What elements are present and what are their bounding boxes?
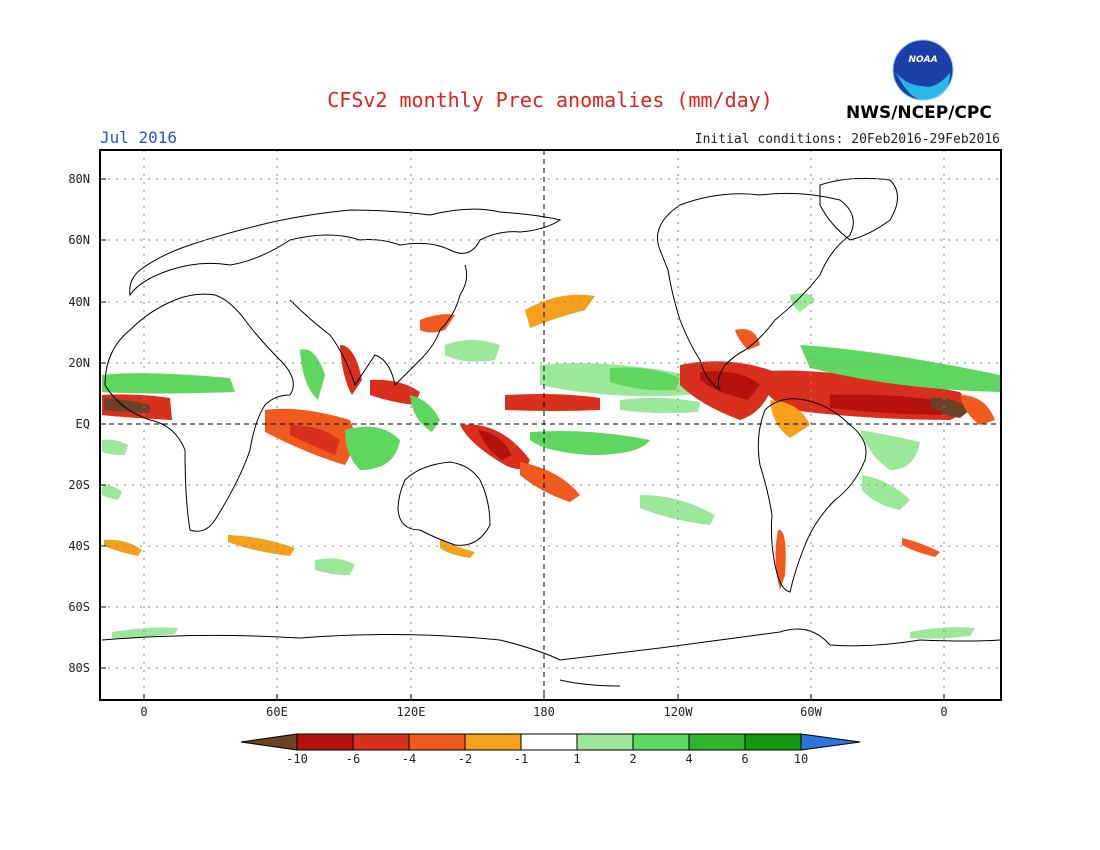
agency-label: NWS/NCEP/CPC (846, 103, 992, 123)
lat-label: 20N (68, 356, 90, 370)
colorbar-swatch-5 (520, 733, 578, 751)
anomaly-blob (830, 394, 960, 415)
lon-label: 60E (266, 705, 288, 719)
anomaly-blob (315, 558, 355, 575)
colorbar (240, 733, 861, 751)
anomaly-blob (902, 538, 940, 557)
lon-label: 120W (663, 705, 693, 719)
colorbar-swatch-6 (576, 733, 634, 751)
lat-label: 40S (68, 539, 90, 553)
colorbar-swatch-3 (408, 733, 466, 751)
colorbar-swatch-4 (464, 733, 522, 751)
colorbar-swatch-8 (688, 733, 746, 751)
lat-label: 80S (68, 661, 90, 675)
lat-label: 80N (68, 172, 90, 186)
anomaly-blob (610, 367, 680, 391)
anomaly-blob (525, 294, 595, 328)
anomaly-blob (620, 397, 700, 414)
lat-label: 20S (68, 478, 90, 492)
australia-coast (397, 461, 491, 546)
anomaly-blob (910, 627, 975, 639)
colorbar-label: 10 (793, 752, 809, 766)
colorbar-swatch-10 (800, 733, 861, 751)
colorbar-swatch-7 (632, 733, 690, 751)
anomaly-blob (370, 379, 420, 405)
noaa-logo-text: NOAA (908, 55, 938, 65)
colorbar-label: -6 (345, 752, 361, 766)
axis-ticks (100, 178, 945, 700)
coastlines (101, 177, 1001, 687)
anomaly-blob (800, 345, 1000, 392)
anomaly-blob (102, 373, 235, 394)
asia-south-coast (289, 264, 468, 387)
anomaly-blob (102, 439, 128, 455)
anomaly-blob (775, 529, 786, 590)
colorbar-label: -2 (457, 752, 473, 766)
eurasia-coast (129, 208, 562, 297)
colorbar-label: 1 (573, 752, 581, 766)
anomaly-blob (445, 340, 500, 362)
colorbar-swatch-2 (352, 733, 410, 751)
south-america-coast (757, 398, 867, 593)
anomaly-blob (862, 475, 910, 510)
anomaly-blob (770, 400, 810, 438)
forecast-month: Jul 2016 (100, 128, 178, 147)
initial-conditions: Initial conditions: 20Feb2016-29Feb2016 (694, 132, 1000, 147)
colorbar-swatch-9 (744, 733, 802, 751)
anomaly-blob (530, 431, 650, 455)
noaa-logo (892, 39, 954, 101)
north-america-coast (657, 192, 854, 392)
colorbar-swatch-0 (240, 733, 298, 751)
lon-label: 120E (396, 705, 426, 719)
colorbar-label: -10 (286, 752, 308, 766)
antarctica-coast-2 (559, 679, 621, 687)
anomaly-blob (930, 397, 970, 418)
graticule (100, 150, 1001, 700)
anomaly-field (102, 293, 1000, 639)
anomaly-blob (340, 345, 362, 395)
lon-label: 0 (140, 705, 148, 719)
anomaly-blob (410, 395, 440, 432)
anomaly-blob (960, 395, 995, 425)
colorbar-label: -4 (401, 752, 417, 766)
colorbar-label: 6 (741, 752, 749, 766)
anomaly-blob (505, 394, 600, 411)
chart-title: CFSv2 monthly Prec anomalies (mm/day) (327, 88, 773, 112)
anomaly-blob (420, 314, 455, 333)
lat-label: 40N (68, 295, 90, 309)
lon-label: 180 (533, 705, 555, 719)
antarctica-coast (101, 628, 1001, 661)
lat-label: 60N (68, 233, 90, 247)
anomaly-blob (700, 371, 760, 400)
anomaly-blob (860, 430, 920, 470)
anomaly-blob (478, 430, 512, 460)
africa-coast (104, 293, 294, 532)
lat-label: 60S (68, 600, 90, 614)
anomaly-blob (520, 462, 580, 502)
colorbar-label: 2 (629, 752, 637, 766)
anomaly-blob (790, 293, 815, 312)
lon-label: 60W (800, 705, 822, 719)
lon-label: 0 (940, 705, 948, 719)
anomaly-blob (102, 485, 122, 500)
anomaly-blob (112, 627, 178, 638)
anomaly-blob (290, 425, 340, 455)
anomaly-blob (440, 540, 475, 558)
anomaly-blob (104, 539, 142, 556)
colorbar-swatch-1 (296, 733, 354, 751)
anomaly-blob (735, 329, 760, 350)
anomaly-blob (104, 398, 150, 413)
lat-label: EQ (75, 417, 90, 431)
anomaly-blob (300, 349, 325, 400)
greenland-coast (819, 177, 898, 241)
colorbar-label: -1 (513, 752, 529, 766)
map-frame (99, 149, 1002, 701)
anomaly-blob (345, 426, 400, 470)
colorbar-label: 4 (685, 752, 693, 766)
